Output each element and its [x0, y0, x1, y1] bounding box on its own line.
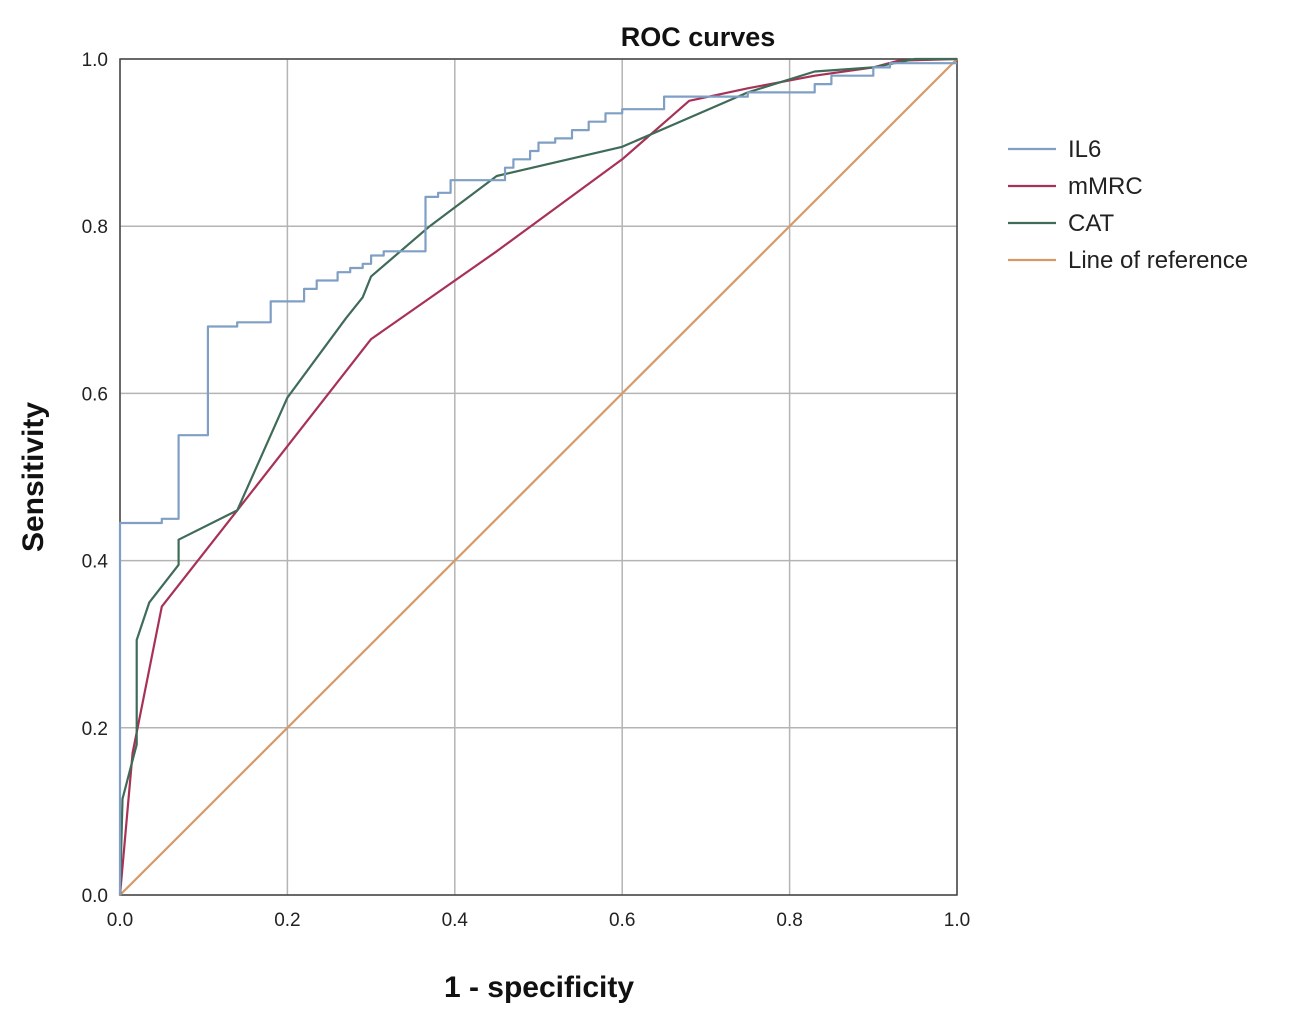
y-tick-label: 0.6: [82, 384, 108, 405]
axis-ticks: 0.0 0.2 0.4 0.6 0.8 1.0 0.0 0.2 0.4 0.6 0.8 1.0: [82, 50, 971, 931]
y-tick-label: 0.8: [82, 217, 108, 238]
x-tick-label: 0.2: [274, 910, 300, 931]
y-axis-title: Sensitivity: [17, 402, 50, 552]
x-tick-label: 0.8: [776, 910, 802, 931]
y-tick-label: 0.4: [82, 552, 109, 573]
legend-label-line-of-reference: Line of reference: [1068, 247, 1248, 274]
x-tick-label: 0.0: [107, 910, 133, 931]
series-line-cat: [118, 57, 957, 896]
x-tick-label: 1.0: [944, 910, 970, 931]
y-tick-label: 0.0: [82, 886, 108, 907]
series-line-line-of-reference: [119, 58, 958, 896]
x-tick-label: 0.6: [609, 910, 635, 931]
y-tick-label: 0.2: [82, 719, 108, 740]
series-line-il6: [118, 62, 957, 895]
chart-title: ROC curves: [621, 22, 776, 52]
legend: IL6 mMRC CAT Line of reference: [1008, 136, 1248, 274]
x-axis-title: 1 - specificity: [444, 971, 634, 1004]
legend-label-mmrc: mMRC: [1068, 173, 1143, 200]
legend-label-il6: IL6: [1068, 136, 1101, 163]
plot-frame: [119, 58, 958, 896]
x-tick-label: 0.4: [442, 910, 469, 931]
legend-label-cat: CAT: [1068, 210, 1115, 237]
y-tick-label: 1.0: [82, 50, 108, 71]
series-lines: [118, 57, 958, 896]
